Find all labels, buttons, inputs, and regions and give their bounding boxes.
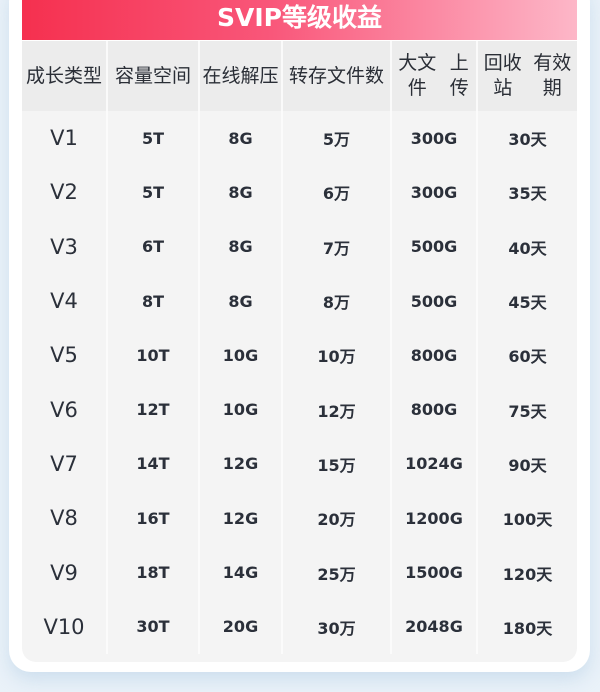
- table-cell: 300G: [392, 111, 478, 166]
- table-row: V10 30T 20G 30万 2048G 180天: [22, 599, 577, 654]
- table-cell: 12万: [283, 382, 392, 437]
- column-header-line: 在线: [202, 64, 241, 87]
- table-cell: 45天: [508, 293, 547, 313]
- header-row: 成长 类型 容量 空间 在线 解压 转存 文件数 大文件 上传 回收站 有效期: [22, 41, 577, 111]
- table-cell: 5万: [283, 111, 392, 166]
- table-cell: 35天: [508, 184, 547, 204]
- table-row: V6 12T 10G 12万 800G 75天: [22, 382, 577, 437]
- table-cell: 10万: [283, 328, 392, 383]
- table-cell: 12G: [200, 491, 283, 546]
- table-row: V5 10T 10G 10万 800G 60天: [22, 328, 577, 383]
- table-cell: 10T: [108, 328, 200, 383]
- table-cell: 30T: [108, 599, 200, 654]
- table-cell: 500G: [392, 219, 478, 274]
- table-cell: 800G: [392, 328, 478, 383]
- table-cell: 100天: [502, 510, 553, 530]
- table-cell: 5T: [108, 111, 200, 166]
- table-row: V7 14T 12G 15万 1024G 90天: [22, 436, 577, 492]
- level-cell: V1: [22, 111, 108, 166]
- table-row: V1 5T 8G 5万 300G 30天: [22, 111, 577, 166]
- svip-level-table: SVIP等级收益 成长 类型 容量 空间 在线 解压 转存 文件数 大文件 上传 回收站 有效期 V1…: [22, 0, 577, 662]
- column-header-line: 文件数: [327, 64, 385, 87]
- table-cell: 12G: [200, 436, 283, 492]
- level-cell: V2: [22, 165, 108, 220]
- table-row: V8 16T 12G 20万 1200G 100天: [22, 491, 577, 546]
- table-cell: 500G: [392, 273, 478, 329]
- level-cell: V5: [22, 328, 108, 383]
- table-cell: 14T: [108, 436, 200, 492]
- table-cell: 1200G: [392, 491, 478, 546]
- table-cell: 6万: [283, 165, 392, 220]
- column-header-line: 解压: [240, 64, 279, 87]
- column-header-line: 类型: [64, 64, 103, 87]
- table-cell: 180天: [502, 618, 553, 638]
- level-cell: V4: [22, 273, 108, 329]
- column-header: 容量 空间: [108, 41, 200, 111]
- column-header: 大文件 上传: [392, 41, 478, 111]
- table-cell: 10G: [200, 382, 283, 437]
- table-cell: 20万: [283, 491, 392, 546]
- table-cell: 6T: [108, 219, 200, 274]
- column-header-line: 成长: [25, 64, 64, 87]
- table-cell: 20G: [200, 599, 283, 654]
- table-cell: 90天: [508, 455, 547, 475]
- table-body: V1 5T 8G 5万 300G 30天 V2 5T 8G 6万 300G 35天 V3 6T 8G 7万 50…: [22, 111, 577, 662]
- table-cell: 1024G: [392, 436, 478, 492]
- table-cell: 2048G: [392, 599, 478, 654]
- level-cell: V3: [22, 219, 108, 274]
- table-row: V2 5T 8G 6万 300G 35天: [22, 165, 577, 220]
- table-cell: 8G: [200, 273, 283, 329]
- table-cell: 15万: [283, 436, 392, 492]
- column-header-line: 回收站: [483, 52, 522, 99]
- column-header: 在线 解压: [200, 41, 283, 111]
- table-title: SVIP等级收益: [22, 0, 577, 40]
- table-cell: 8G: [200, 111, 283, 166]
- table-cell: 8T: [108, 273, 200, 329]
- table-cell: 8万: [283, 273, 392, 329]
- column-header-line: 空间: [153, 64, 192, 87]
- table-cell: 800G: [392, 382, 478, 437]
- column-header-line: 转存: [288, 64, 327, 87]
- table-cell: 120天: [502, 564, 553, 584]
- table-cell: 14G: [200, 545, 283, 600]
- level-cell: V9: [22, 545, 108, 600]
- column-header: 成长 类型: [22, 41, 108, 111]
- table-cell: 75天: [508, 401, 547, 421]
- level-cell: V7: [22, 436, 108, 492]
- level-cell: V10: [22, 599, 108, 654]
- table-cell: 10G: [200, 328, 283, 383]
- column-header-line: 大文件: [398, 52, 437, 99]
- table-cell: 7万: [283, 219, 392, 274]
- table-cell: 12T: [108, 382, 200, 437]
- table-cell: 30天: [508, 130, 547, 150]
- column-header-line: 上传: [449, 52, 469, 99]
- column-header: 回收站 有效期: [478, 41, 577, 111]
- table-cell: 60天: [508, 347, 547, 367]
- table-row: V3 6T 8G 7万 500G 40天: [22, 219, 577, 274]
- column-header: 转存 文件数: [283, 41, 392, 111]
- table-cell: 16T: [108, 491, 200, 546]
- table-row: V4 8T 8G 8万 500G 45天: [22, 273, 577, 329]
- table-cell: 25万: [283, 545, 392, 600]
- table-cell: 8G: [200, 165, 283, 220]
- table-cell: 8G: [200, 219, 283, 274]
- table-cell: 18T: [108, 545, 200, 600]
- column-header-line: 有效期: [533, 52, 572, 99]
- table-row: V9 18T 14G 25万 1500G 120天: [22, 545, 577, 600]
- column-header-line: 容量: [114, 64, 153, 87]
- table-cell: 40天: [508, 238, 547, 258]
- table-cell: 300G: [392, 165, 478, 220]
- table-cell: 1500G: [392, 545, 478, 600]
- table-cell: 5T: [108, 165, 200, 220]
- level-cell: V8: [22, 491, 108, 546]
- table-cell: 30万: [283, 599, 392, 654]
- level-cell: V6: [22, 382, 108, 437]
